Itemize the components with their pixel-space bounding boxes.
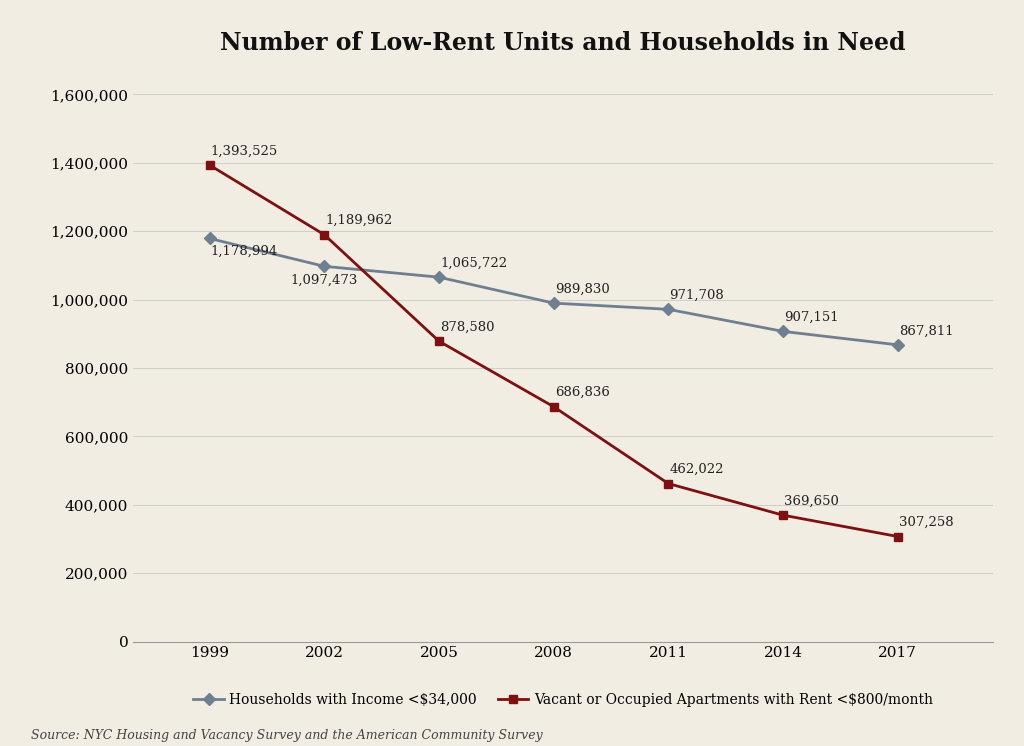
Legend: Households with Income <$34,000, Vacant or Occupied Apartments with Rent <$800/m: Households with Income <$34,000, Vacant … xyxy=(187,687,939,712)
Text: 1,097,473: 1,097,473 xyxy=(291,274,358,287)
Text: 462,022: 462,022 xyxy=(670,463,724,476)
Text: 878,580: 878,580 xyxy=(440,321,495,333)
Title: Number of Low-Rent Units and Households in Need: Number of Low-Rent Units and Households … xyxy=(220,31,906,55)
Text: 307,258: 307,258 xyxy=(899,516,953,529)
Text: 907,151: 907,151 xyxy=(784,311,839,324)
Text: 867,811: 867,811 xyxy=(899,325,953,337)
Text: 1,178,994: 1,178,994 xyxy=(211,245,278,257)
Text: 369,650: 369,650 xyxy=(784,495,839,507)
Text: Source: NYC Housing and Vacancy Survey and the American Community Survey: Source: NYC Housing and Vacancy Survey a… xyxy=(31,729,543,742)
Text: 1,065,722: 1,065,722 xyxy=(440,257,507,269)
Text: 1,189,962: 1,189,962 xyxy=(326,214,392,228)
Text: 686,836: 686,836 xyxy=(555,386,609,399)
Text: 971,708: 971,708 xyxy=(670,289,724,302)
Text: 1,393,525: 1,393,525 xyxy=(211,145,278,157)
Text: 989,830: 989,830 xyxy=(555,283,609,295)
